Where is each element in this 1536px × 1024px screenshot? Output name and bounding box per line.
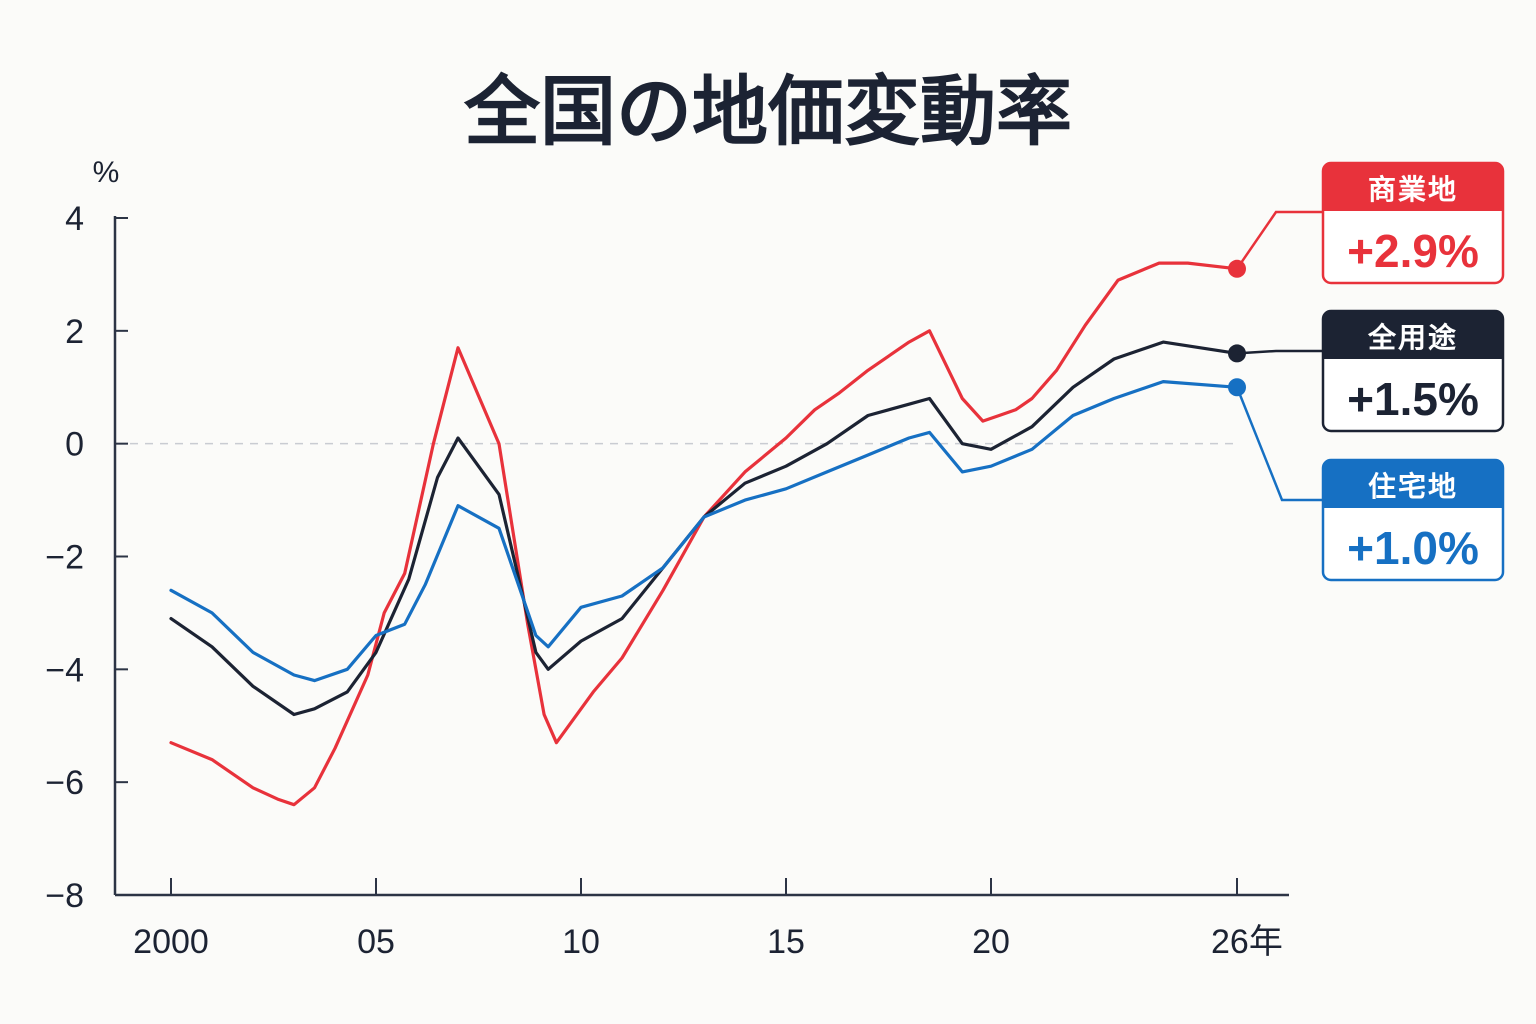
chart-title: 全国の地価変動率 xyxy=(463,67,1072,156)
x-tick-label: 26年 xyxy=(1211,923,1283,961)
y-tick-label: 0 xyxy=(65,426,84,464)
callout-series-name: 商業地 xyxy=(1368,174,1458,205)
y-tick-label: 2 xyxy=(65,313,84,351)
y-tick-label: −4 xyxy=(45,651,84,689)
series-layer xyxy=(169,259,1246,807)
callout-leader-2 xyxy=(1236,349,1324,355)
x-tick-label: 10 xyxy=(562,923,600,961)
callout-leader-1 xyxy=(1235,210,1324,270)
y-tick-label: −2 xyxy=(45,539,84,577)
callout-box-2: 全用途 +1.5% xyxy=(1321,309,1505,433)
series-line-2 xyxy=(169,340,1239,717)
callout-leader-3 xyxy=(1235,386,1324,502)
x-tick-label: 2000 xyxy=(133,923,209,961)
callout-header xyxy=(1323,460,1503,508)
callout-value: +1.5% xyxy=(1347,373,1479,425)
callout-box-1: 商業地 +2.9% xyxy=(1321,161,1505,285)
callout-series-name: 住宅地 xyxy=(1368,470,1458,502)
callout-box-3: 住宅地 +1.0% xyxy=(1321,458,1505,582)
y-tick-label: −6 xyxy=(45,764,84,802)
y-tick-label: −8 xyxy=(45,877,84,915)
series-line-1 xyxy=(169,261,1239,807)
x-tick-label: 05 xyxy=(357,923,395,961)
axes xyxy=(113,216,1289,897)
callouts: 商業地 +2.9% 全用途 +1.5% 住宅地 +1.0% xyxy=(1235,161,1505,582)
callout-header xyxy=(1323,311,1503,359)
callout-value: +2.9% xyxy=(1347,225,1479,277)
callout-series-name: 全用途 xyxy=(1367,321,1458,353)
y-axis-unit: % xyxy=(93,156,120,189)
series-line-3 xyxy=(169,380,1239,683)
callout-header xyxy=(1323,163,1503,211)
callout-value: +1.0% xyxy=(1347,522,1479,574)
x-tick-label: 15 xyxy=(767,923,805,961)
x-tick-label: 20 xyxy=(972,923,1010,961)
y-tick-label: 4 xyxy=(65,200,84,238)
